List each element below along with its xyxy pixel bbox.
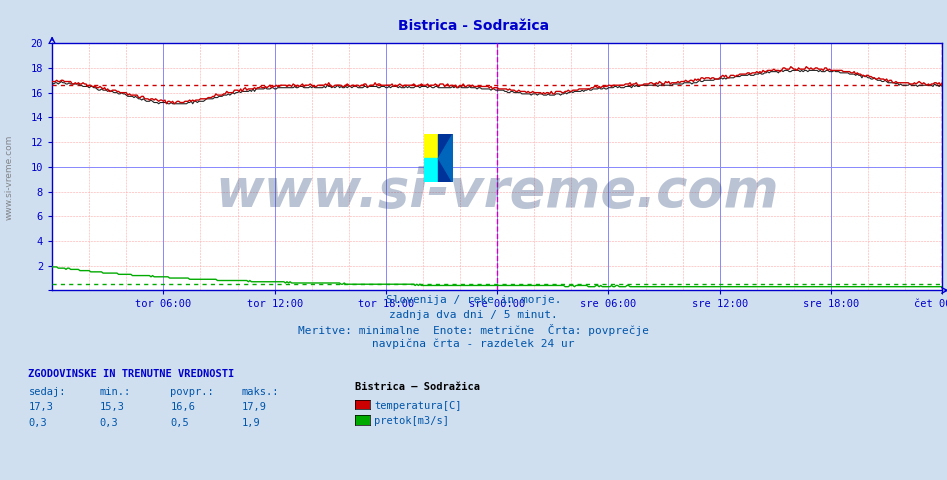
Text: temperatura[C]: temperatura[C] xyxy=(374,401,461,410)
Text: pretok[m3/s]: pretok[m3/s] xyxy=(374,416,449,426)
Text: povpr.:: povpr.: xyxy=(170,387,214,397)
Text: 1,9: 1,9 xyxy=(241,418,260,428)
Text: 17,9: 17,9 xyxy=(241,402,266,412)
Text: Bistrica – Sodražica: Bistrica – Sodražica xyxy=(355,382,480,392)
Text: www.si-vreme.com: www.si-vreme.com xyxy=(5,135,14,220)
Text: 0,5: 0,5 xyxy=(170,418,189,428)
Text: navpična črta - razdelek 24 ur: navpična črta - razdelek 24 ur xyxy=(372,338,575,349)
Text: zadnja dva dni / 5 minut.: zadnja dva dni / 5 minut. xyxy=(389,310,558,320)
Text: 0,3: 0,3 xyxy=(99,418,118,428)
Text: 17,3: 17,3 xyxy=(28,402,53,412)
Text: maks.:: maks.: xyxy=(241,387,279,397)
Polygon shape xyxy=(438,134,453,182)
Bar xyxy=(424,158,438,182)
Text: Meritve: minimalne  Enote: metrične  Črta: povprečje: Meritve: minimalne Enote: metrične Črta:… xyxy=(298,324,649,336)
Bar xyxy=(438,134,453,182)
Text: 16,6: 16,6 xyxy=(170,402,195,412)
Text: sedaj:: sedaj: xyxy=(28,387,66,397)
Text: 0,3: 0,3 xyxy=(28,418,47,428)
Bar xyxy=(424,134,438,158)
Text: Bistrica - Sodražica: Bistrica - Sodražica xyxy=(398,19,549,33)
Text: 15,3: 15,3 xyxy=(99,402,124,412)
Text: www.si-vreme.com: www.si-vreme.com xyxy=(215,166,779,217)
Text: ZGODOVINSKE IN TRENUTNE VREDNOSTI: ZGODOVINSKE IN TRENUTNE VREDNOSTI xyxy=(28,369,235,379)
Text: min.:: min.: xyxy=(99,387,131,397)
Text: Slovenija / reke in morje.: Slovenija / reke in morje. xyxy=(385,295,562,305)
